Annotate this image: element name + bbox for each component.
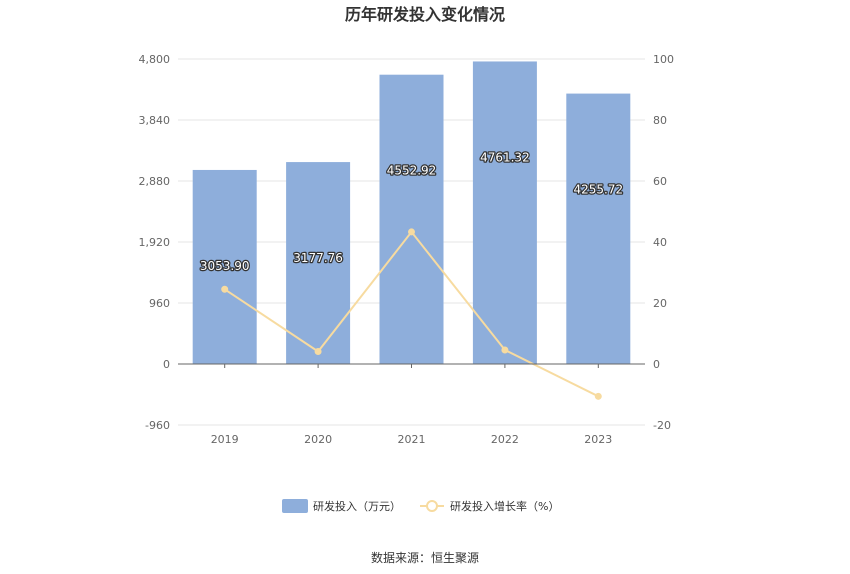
bar-value-label: 4552.92	[387, 164, 437, 178]
chart-title: 历年研发投入变化情况	[345, 5, 505, 24]
bar-value-label: 3053.90	[200, 259, 250, 273]
line-series	[221, 228, 602, 400]
line-point[interactable]	[594, 392, 602, 400]
x-tick-label: 2021	[398, 433, 426, 446]
data-labels: 3053.90 3177.76 4552.92 4761.32 4255.72	[199, 149, 625, 274]
line-point[interactable]	[501, 346, 509, 354]
legend: 研发投入（万元） 研发投入增长率（%）	[282, 499, 559, 513]
bar[interactable]	[472, 61, 537, 364]
y-right-tick-label: 80	[653, 114, 667, 127]
bar[interactable]	[286, 162, 351, 364]
right-axis: -20 0 20 40 60 80 100	[653, 53, 674, 432]
y-right-tick-label: 60	[653, 175, 667, 188]
legend-line-marker	[426, 500, 438, 512]
bar[interactable]	[566, 93, 631, 364]
bar-value-label: 3177.76	[293, 251, 343, 265]
y-left-tick-label: -960	[145, 419, 170, 432]
y-left-tick-label: 0	[163, 358, 170, 371]
x-tick-label: 2022	[491, 433, 519, 446]
y-left-tick-label: 3,840	[139, 114, 171, 127]
legend-line-label: 研发投入增长率（%）	[450, 499, 559, 513]
source-note: 数据来源：恒生聚源	[371, 550, 479, 565]
y-right-tick-label: 100	[653, 53, 674, 66]
y-left-tick-label: 2,880	[139, 175, 171, 188]
legend-item-line[interactable]: 研发投入增长率（%）	[420, 499, 559, 513]
left-axis: -960 0 960 1,920 2,880 3,840 4,800	[139, 53, 171, 432]
y-right-tick-label: 0	[653, 358, 660, 371]
y-left-tick-label: 1,920	[139, 236, 171, 249]
y-right-tick-label: -20	[653, 419, 671, 432]
legend-item-bar[interactable]: 研发投入（万元）	[282, 499, 401, 513]
bar[interactable]	[379, 74, 444, 364]
bar[interactable]	[192, 169, 257, 364]
y-right-tick-label: 20	[653, 297, 667, 310]
line-point[interactable]	[314, 347, 322, 355]
legend-bar-label: 研发投入（万元）	[313, 499, 401, 513]
x-tick-label: 2020	[304, 433, 332, 446]
bar-value-label: 4255.72	[573, 183, 623, 197]
bar-series	[192, 61, 631, 364]
bar-value-label: 4761.32	[480, 150, 530, 164]
line-point[interactable]	[408, 228, 415, 236]
legend-bar-swatch	[282, 499, 308, 513]
x-tick-label: 2019	[211, 433, 239, 446]
y-right-tick-label: 40	[653, 236, 667, 249]
line-point[interactable]	[221, 285, 229, 293]
x-axis: 2019 2020 2021 2022 2023	[178, 363, 645, 446]
y-left-tick-label: 960	[149, 297, 170, 310]
y-left-tick-label: 4,800	[139, 53, 171, 66]
x-tick-label: 2023	[584, 433, 612, 446]
